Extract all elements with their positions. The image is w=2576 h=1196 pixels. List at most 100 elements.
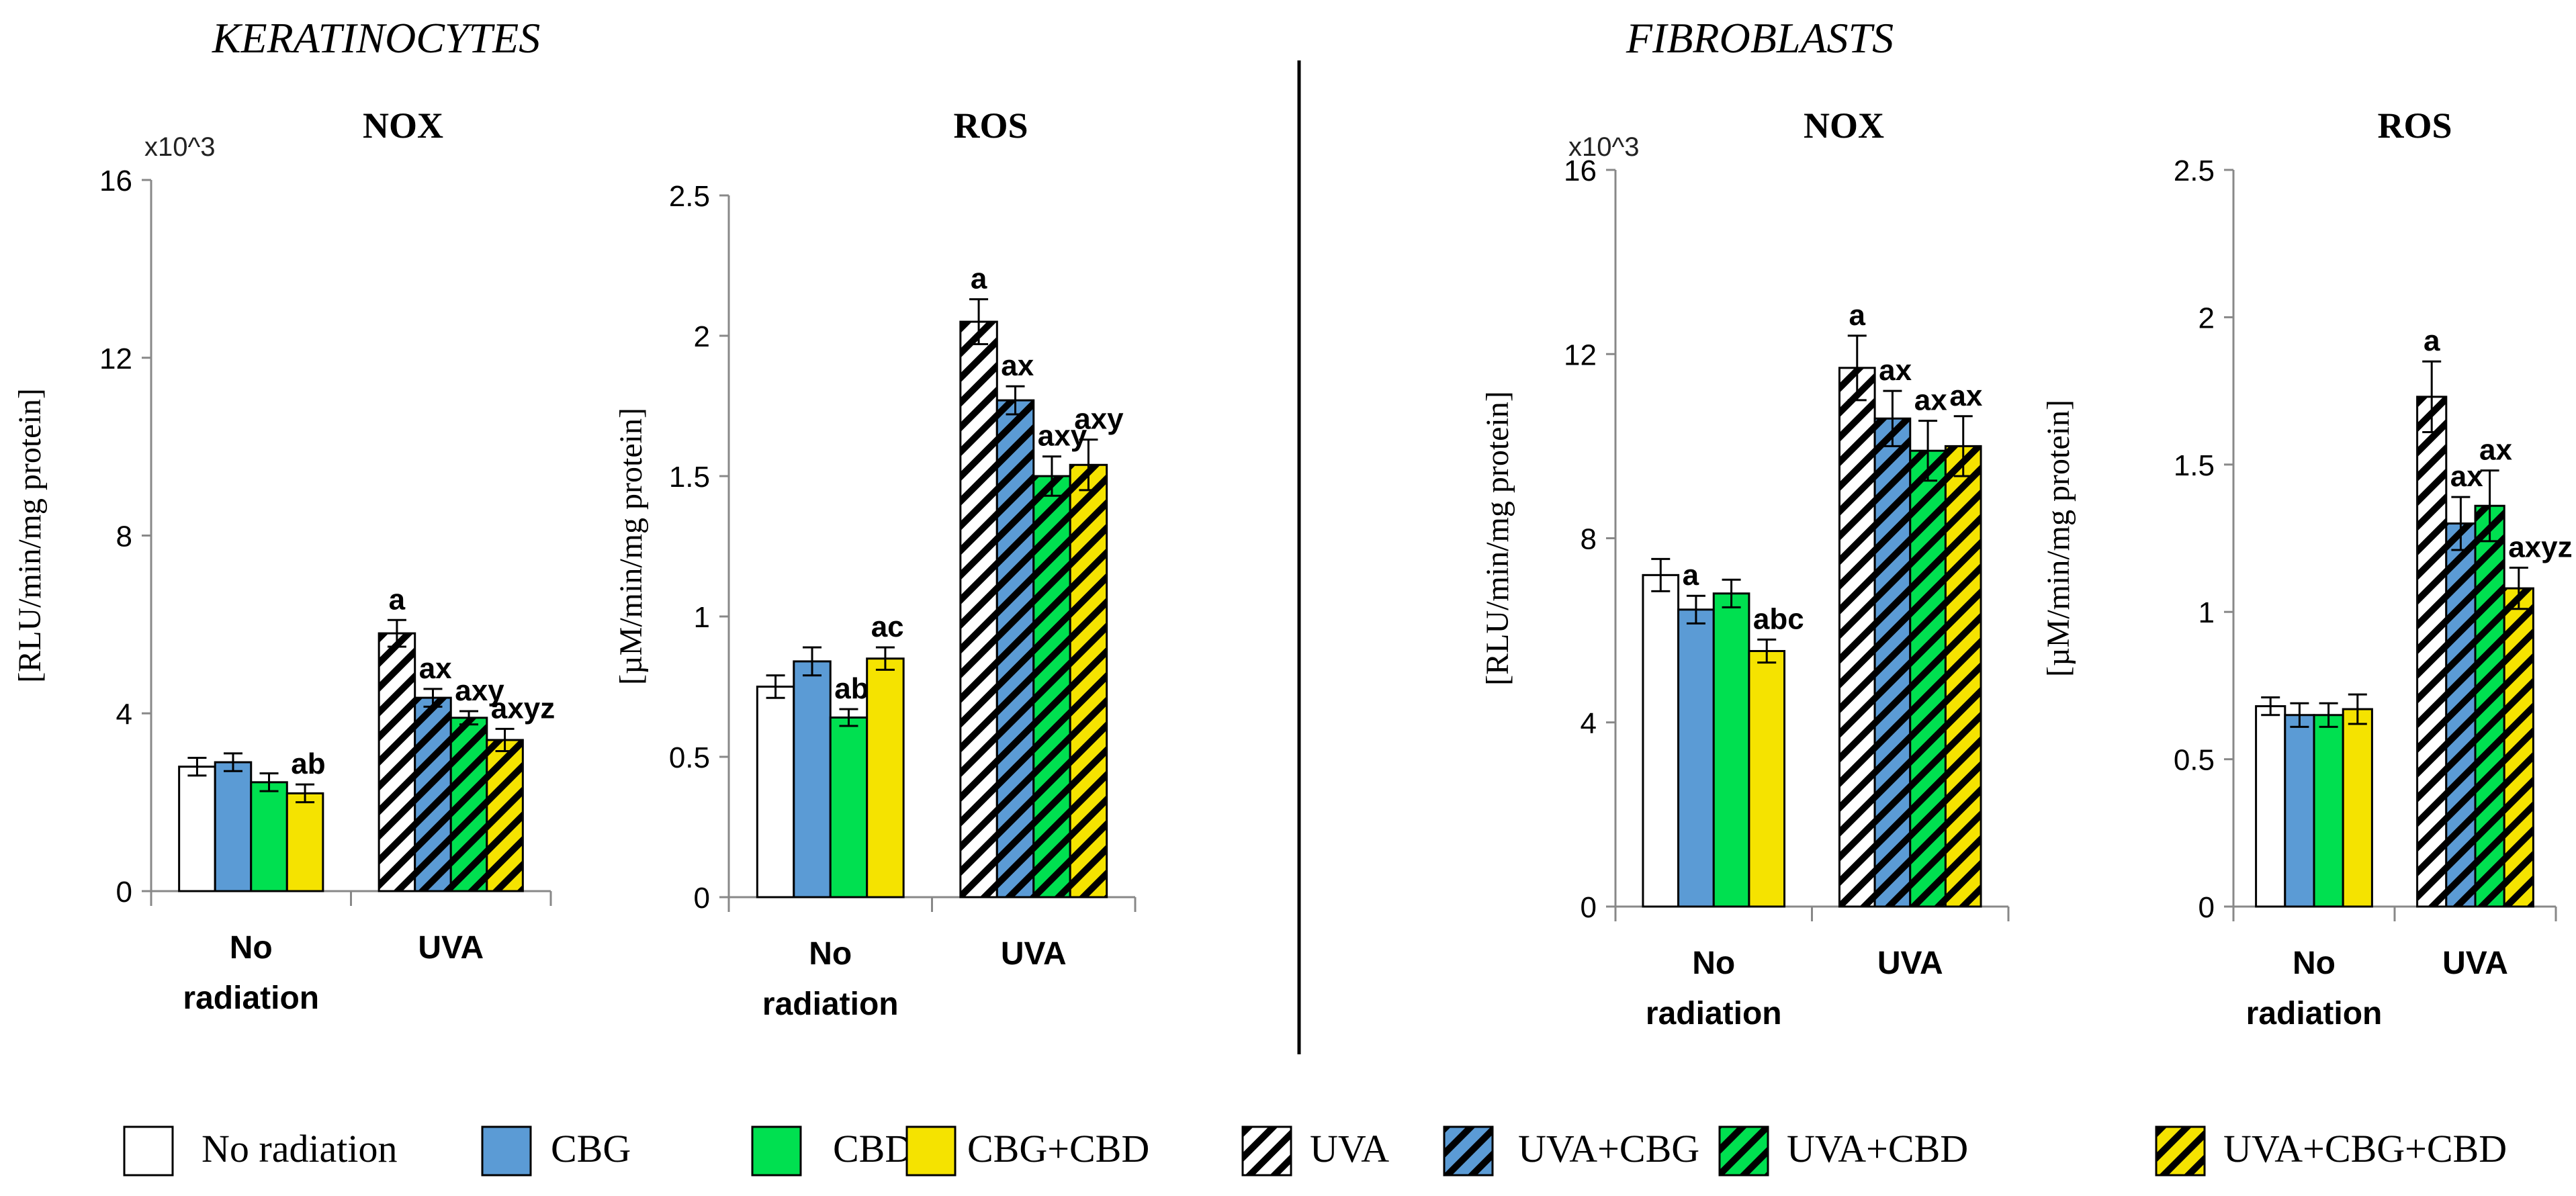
bar-uva-0 [2416,396,2448,908]
x-category-label: radiation [2246,996,2383,1031]
legend-swatch-2 [751,1125,802,1177]
significance-label: a [389,583,406,616]
significance-label: a [1849,299,1866,332]
y-tick-label: 8 [1581,523,1597,556]
bar-no-radiation-3 [2342,708,2373,908]
bar-uva-1 [2445,522,2477,908]
legend-swatch-1 [481,1125,532,1177]
y-tick-label: 8 [116,520,132,553]
significance-label: ax [419,652,452,685]
legend-swatch-6 [1718,1125,1769,1177]
x-category-label: UVA [1877,946,1943,981]
significance-label: ax [2450,460,2483,493]
significance-label: axyz [491,692,555,725]
y-tick-label: 1 [2199,596,2215,629]
y-tick-label: 2 [694,320,710,353]
legend-label-4: UVA [1310,1127,1389,1170]
axis-multiplier: x10^3 [144,132,216,162]
significance-label: ab [834,672,869,705]
bar-uva-2 [2474,504,2505,908]
panel-title-fibroblasts: FIBROBLASTS [1626,14,1894,62]
panel-title-keratinocytes: KERATINOCYTES [212,14,540,62]
y-tick-label: 0 [2199,891,2215,924]
significance-label: axy [1038,420,1087,453]
x-category-label: UVA [2442,946,2508,981]
bar-no-radiation-0 [2255,705,2286,908]
chart-1: ROS [µM/min/mg protein] 0 0.5 1 1.5 2 2.5 No radi… [613,105,1137,1022]
bar-uva-1 [414,696,452,892]
bar-uva-1 [1873,417,1912,908]
significance-label: a [2424,324,2440,357]
bar-uva-3 [486,739,524,892]
y-axis-label: [RLU/min/mg protein] [1480,391,1515,686]
y-tick-label: 0.5 [2174,744,2215,777]
y-tick-label: 4 [1581,707,1597,740]
bar-no-radiation-3 [1748,649,1786,908]
x-category-label: No [230,930,273,966]
significance-label: ax [1914,384,1947,417]
legend-label-3: CBG+CBD [967,1127,1149,1170]
bar-no-radiation-1 [2284,714,2315,908]
y-tick-label: 0.5 [669,741,710,774]
x-category-label: No [809,936,852,972]
bar-uva-1 [995,399,1035,899]
significance-label: ax [1879,354,1912,387]
y-tick-label: 4 [116,698,132,731]
legend-swatch-3 [905,1125,957,1177]
bar-no-radiation-2 [829,716,869,899]
y-tick-label: 2.5 [669,180,710,213]
bar-no-radiation-0 [756,686,795,899]
y-tick-label: 12 [99,342,132,375]
x-category-label: No [2293,946,2336,981]
x-category-label: No [1692,946,1735,981]
y-tick-label: 2.5 [2174,154,2215,187]
bar-no-radiation-3 [285,792,324,892]
y-axis-label: [µM/min/mg protein] [613,408,649,685]
bar-uva-0 [1838,367,1876,908]
significance-label: a [1683,559,1699,592]
significance-label: ax [1001,349,1034,382]
legend-label-2: CBD [833,1127,913,1170]
axis-multiplier: x10^3 [1568,132,1640,162]
x-category-label: radiation [183,980,319,1016]
chart-title: ROS [953,105,1028,146]
legend-label-1: CBG [551,1127,631,1170]
legend-label-5: UVA+CBG [1518,1127,1699,1170]
legend-swatch-5 [1443,1125,1494,1177]
legend-label-0: No radiation [202,1127,398,1170]
y-axis-label: [µM/min/mg protein] [2041,400,2076,677]
significance-label: ax [1949,379,1982,412]
legend-label-6: UVA+CBD [1787,1127,1968,1170]
chart-title: ROS [2377,105,2452,146]
y-tick-label: 16 [1564,154,1597,187]
bar-no-radiation-3 [866,657,905,899]
x-category-label: radiation [1646,996,1782,1031]
y-tick-label: 1 [694,601,710,634]
significance-label: ab [291,747,325,780]
chart-2: NOX x10^3 [RLU/min/mg protein] 0 4 8 12 16 No rad… [1480,105,2010,1031]
chart-0: NOX x10^3 [RLU/min/mg protein] 0 4 8 12 16 No rad… [12,105,555,1016]
bar-uva-0 [959,320,998,899]
legend-swatch-7 [2155,1125,2206,1177]
chart-3: ROS [µM/min/mg protein] 0 0.5 1 1.5 2 2.5 No radi… [2041,105,2573,1031]
significance-label: axy [455,674,504,707]
x-category-label: radiation [762,986,899,1022]
significance-label: axy [1074,403,1124,436]
bar-uva-3 [1069,463,1108,899]
y-tick-label: 12 [1564,338,1597,371]
bar-uva-0 [377,632,416,892]
bar-no-radiation-2 [250,781,288,892]
bar-uva-2 [449,717,488,892]
chart-title: NOX [363,105,443,146]
bar-no-radiation-2 [1712,592,1750,908]
y-tick-label: 0 [694,882,710,915]
bar-no-radiation-1 [793,660,832,899]
y-tick-label: 2 [2199,302,2215,334]
legend-swatch-4 [1241,1125,1292,1177]
legend: No radiation CBG CBD CBG+CBD UVA UVA+CBG UVA+C… [123,1125,2507,1177]
chart-title: NOX [1804,105,1884,146]
bar-no-radiation-0 [178,766,216,892]
significance-label: axyz [2508,531,2572,563]
y-tick-label: 16 [99,165,132,197]
